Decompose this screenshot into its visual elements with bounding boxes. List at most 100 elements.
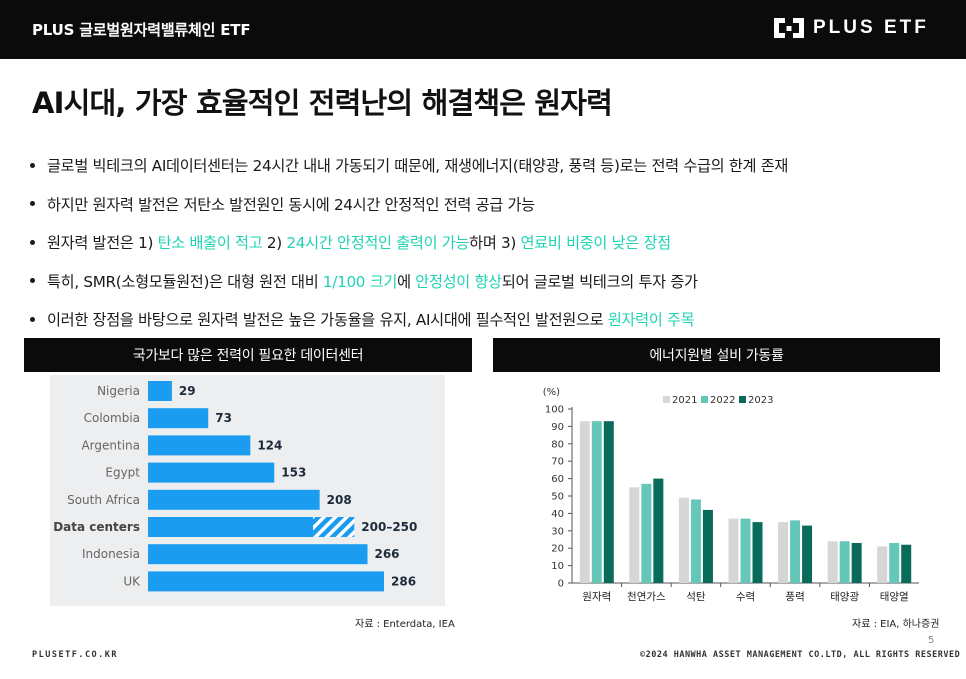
bullet-dot-icon [30,239,35,245]
bullet-text: 원자력 발전은 1) 탄소 배출이 적고 2) 24시간 안정적인 출력이 가능… [47,231,671,253]
chart-bar [877,546,888,583]
chart-category-label: Indonesia [82,547,140,561]
chart-bar [901,544,912,583]
chart-bar [148,489,320,510]
chart-bar [827,541,838,583]
chart-bar [148,544,368,565]
chart-x-tick-label: 석탄 [686,591,706,603]
chart-category-label: Egypt [105,466,140,480]
chart-x-tick-label: 수력 [736,591,755,603]
bullet-item: 하지만 원자력 발전은 저탄소 발전원인 동시에 24시간 안정적인 전력 공급… [30,185,950,224]
chart-bar [148,462,275,483]
bullet-text-segment: 특히, SMR(소형모듈원전)은 대형 원전 대비 [47,272,323,291]
brand-name: PLUS ETF [813,17,929,38]
bullet-item: 원자력 발전은 1) 탄소 배출이 적고 2) 24시간 안정적인 출력이 가능… [30,223,950,262]
datacenter-power-chart: Nigeria 29 Colombia 73 Argentina 124 Egypt 153 S… [53,381,417,592]
left-panel-title: 국가보다 많은 전력이 필요한 데이터센터 [24,338,472,372]
right-panel-title: 에너지원별 설비 가동률 [493,338,940,372]
bullet-dot-icon [30,278,35,284]
chart-value-label: 153 [281,466,306,480]
chart-bar [690,499,701,583]
chart-bar [802,525,813,583]
chart-bar [851,542,862,583]
bullet-text-segment: 이러한 장점을 바탕으로 원자력 발전은 높은 가동율을 유지, AI시대에 필… [47,311,608,330]
chart-y-tick-label: 100 [545,405,564,416]
brand-logo[interactable]: PLUS ETF [773,16,929,40]
legend-label: 2021 [672,395,697,406]
left-source: 자료 : Enterdata, IEA [355,619,455,630]
chart-bar [889,542,900,583]
chart-bar [641,483,652,583]
chart-bar [702,509,713,583]
bullet-text-segment: 하며 3) [469,234,521,253]
chart-bar [579,421,590,583]
right-source: 자료 : EIA, 하나증권 [852,619,940,630]
chart-bar [591,421,602,583]
bullet-item: 글로벌 빅테크의 AI데이터센터는 24시간 내내 가동되기 때문에, 재생에너… [30,146,950,185]
legend-label: 2022 [710,395,735,406]
bullet-item: 특히, SMR(소형모듈원전)은 대형 원전 대비 1/100 크기에 안정성이… [30,262,950,301]
chart-y-tick-label: 70 [551,457,564,468]
chart-bar [603,421,614,583]
chart-y-tick-label: 80 [551,439,564,450]
chart-category-label: Nigeria [97,384,140,398]
chart-bar [629,487,640,583]
highlight-text: 탄소 배출이 적고 [157,234,263,253]
highlight-text: 연료비 비중이 낮은 장점 [520,234,672,253]
chart-bar [740,518,751,583]
product-name: PLUS 글로벌원자력밸류체인 ETF [32,21,251,39]
chart-bar [653,478,664,583]
chart-y-tick-label: 90 [551,422,564,433]
highlight-text: 원자력이 주목 [607,311,695,330]
chart-y-tick-label: 60 [551,474,564,485]
chart-bar [148,435,251,456]
chart-y-tick-label: 40 [551,509,564,520]
chart-value-label: 200–250 [361,520,417,534]
bullet-text-segment: 에 [397,272,416,291]
chart-value-label: 266 [374,547,399,561]
plus-logo-icon [774,18,804,38]
chart-bar [778,522,789,583]
chart-bar [148,571,384,592]
highlight-text: 안정성이 향상 [415,272,502,291]
footer-website[interactable]: PLUSETF.CO.KR [32,650,119,660]
bullet-dot-icon [30,162,35,168]
chart-x-tick-label: 태양열 [880,591,909,603]
bullet-text: 특히, SMR(소형모듈원전)은 대형 원전 대비 1/100 크기에 안정성이… [47,270,698,292]
chart-category-label: Data centers [53,520,140,534]
page-number: 5 [928,635,935,646]
bullet-text: 글로벌 빅테크의 AI데이터센터는 24시간 내내 가동되기 때문에, 재생에너… [47,154,788,176]
chart-bar [148,517,314,537]
chart-bar [728,518,739,583]
chart-x-tick-label: 원자력 [582,591,611,603]
bullet-dot-icon [30,201,35,207]
bullet-text-segment: 2) [262,234,287,253]
chart-category-label: UK [123,574,141,588]
chart-bar [148,381,172,401]
chart-bar-range [313,517,355,537]
chart-bar [839,541,850,583]
chart-bar [752,522,763,583]
chart-x-tick-label: 천연가스 [627,591,666,603]
legend-swatch [701,396,708,403]
chart-bar [790,520,801,583]
bullet-list: 글로벌 빅테크의 AI데이터센터는 24시간 내내 가동되기 때문에, 재생에너… [30,146,950,339]
footer-copyright: ©2024 HANWHA ASSET MANAGEMENT CO.LTD, AL… [640,650,961,660]
chart-bar [148,408,209,429]
chart-value-label: 73 [215,411,232,425]
legend-swatch [663,396,670,403]
bullet-item: 이러한 장점을 바탕으로 원자력 발전은 높은 가동율을 유지, AI시대에 필… [30,300,950,339]
chart-category-label: Argentina [81,438,140,452]
chart-bar [678,497,689,583]
bullet-text: 이러한 장점을 바탕으로 원자력 발전은 높은 가동율을 유지, AI시대에 필… [47,308,695,330]
page-title: AI시대, 가장 효율적인 전력난의 해결책은 원자력 [32,86,613,120]
chart-y-tick-label: 50 [551,492,564,503]
chart-y-tick-label: 20 [551,544,564,555]
chart-x-tick-label: 태양광 [830,591,859,603]
chart-y-tick-label: 10 [551,561,564,572]
highlight-text: 24시간 안정적인 출력이 가능 [286,234,470,253]
bullet-text: 하지만 원자력 발전은 저탄소 발전원인 동시에 24시간 안정적인 전력 공급… [47,193,535,215]
bullet-text-segment: 원자력 발전은 1) [47,234,158,253]
bullet-text-segment: 글로벌 빅테크의 AI데이터센터는 24시간 내내 가동되기 때문에, 재생에너… [47,157,789,176]
legend-swatch [739,396,746,403]
